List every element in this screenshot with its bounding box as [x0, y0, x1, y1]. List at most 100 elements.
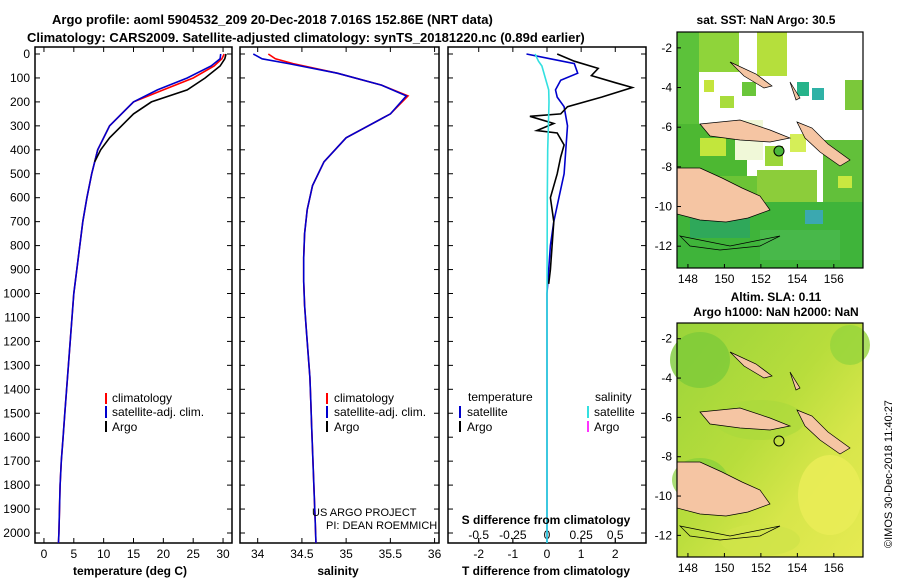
lon-tick-label: 150	[714, 561, 734, 575]
credit-project: US ARGO PROJECT	[312, 507, 417, 519]
lon-tick-label: 156	[824, 272, 844, 286]
header-line1: Argo profile: aoml 5904532_209 20-Dec-20…	[52, 12, 493, 27]
x-tick-label: 2	[612, 547, 619, 561]
salinity-axes-box	[239, 46, 440, 544]
salinity-panel: 34 34.5 35 35.5 36 salinity climatology sate…	[239, 46, 442, 578]
depth-tick-label: 800	[10, 239, 30, 253]
depth-axis: 0 100 200 300 400 500 600 700 800 900 1000 1100 1200…	[3, 47, 30, 540]
difference-panel: -2 -1 0 1 2-0.5 -0.25 0 0.25 0.5 T difference fr…	[447, 46, 647, 578]
lon-tick-label: 150	[714, 272, 734, 286]
credit-pi: PI: DEAN ROEMMICH	[326, 520, 437, 532]
x-tick-label: 15	[127, 547, 141, 561]
lat-tick-label: -10	[655, 200, 673, 214]
depth-tick-label: 0	[23, 47, 30, 61]
lat-tick-label: -8	[661, 450, 672, 464]
series-satellite-s	[534, 53, 550, 543]
x-tick-label: 34	[251, 547, 265, 561]
lat-tick-label: -12	[655, 239, 673, 253]
lat-tick-label: -6	[661, 410, 672, 424]
lon-tick-label: 154	[787, 272, 807, 286]
depth-tick-label: 1500	[3, 406, 30, 420]
temperature-legend: climatology satellite-adj. clim. Argo	[105, 391, 204, 434]
difference-s-label: S difference from climatology	[462, 513, 631, 527]
legend-argo-t: Argo	[467, 420, 493, 434]
x-tick-label: 34.5	[290, 547, 314, 561]
lat-tick-label: -10	[655, 489, 673, 503]
x-tick-label: 35	[339, 547, 353, 561]
depth-tick-label: 2000	[3, 526, 30, 540]
sla-map-title2: Argo h1000: NaN h2000: NaN	[693, 305, 858, 319]
depth-tick-label: 300	[10, 119, 30, 133]
x-tick-label: 20	[157, 547, 171, 561]
depth-tick-label: 1200	[3, 334, 30, 348]
x-tick-label: 0	[544, 547, 551, 561]
s-tick-label: -0.5	[468, 528, 489, 542]
lat-tick-label: -2	[661, 332, 672, 346]
legend-sat-t: satellite	[467, 405, 508, 419]
lat-tick-label: -6	[661, 120, 672, 134]
depth-tick-label: 500	[10, 167, 30, 181]
lon-tick-label: 154	[787, 561, 807, 575]
x-tick-label: 10	[97, 547, 111, 561]
depth-tick-label: 1400	[3, 382, 30, 396]
legend-argo-s: Argo	[594, 420, 620, 434]
lon-tick-label: 148	[678, 272, 698, 286]
salinity-ticks: 34 34.5 35 35.5 36	[240, 47, 442, 561]
sst-land	[676, 61, 851, 251]
difference-legend: temperature satellite Argo salinity sate…	[459, 390, 635, 434]
series-argo-t	[529, 53, 636, 284]
s-tick-label: 0.25	[569, 528, 593, 542]
temperature-panel: 0 5 10 15 20 25 30 temperature (deg C) climato…	[34, 46, 233, 578]
sla-map-frame	[676, 322, 864, 558]
legend-climatology: climatology	[112, 391, 172, 405]
legend-climatology: climatology	[334, 391, 394, 405]
depth-tick-label: 700	[10, 215, 30, 229]
lon-tick-label: 152	[751, 272, 771, 286]
depth-tick-label: 100	[10, 71, 30, 85]
legend-sat-s: satellite	[594, 405, 635, 419]
x-tick-label: 35.5	[379, 547, 403, 561]
difference-xlabel: T difference from climatology	[462, 564, 630, 578]
sla-land	[676, 351, 851, 541]
argo-position-marker	[773, 435, 785, 447]
depth-tick-label: 1600	[3, 430, 30, 444]
legend-salinity-title: salinity	[595, 390, 632, 404]
x-tick-label: 5	[70, 547, 77, 561]
temperature-ticks: 0 5 10 15 20 25 30	[35, 47, 232, 561]
series-satellite-adj-clim-	[252, 53, 408, 543]
x-tick-label: 36	[428, 547, 442, 561]
legend-argo: Argo	[334, 420, 360, 434]
lon-tick-label: 156	[824, 561, 844, 575]
lat-tick-label: -2	[661, 41, 672, 55]
lat-tick-label: -4	[661, 81, 672, 95]
sst-map-frame	[676, 31, 864, 269]
imos-stamp: ©IMOS 30-Dec-2018 11:40:27	[883, 400, 895, 548]
lat-tick-label: -12	[655, 528, 673, 542]
salinity-lines	[252, 53, 410, 543]
header-line2: Climatology: CARS2009. Satellite-adjuste…	[27, 30, 585, 45]
temperature-xlabel: temperature (deg C)	[73, 564, 187, 578]
legend-satellite: satellite-adj. clim.	[112, 405, 204, 419]
x-tick-label: 30	[216, 547, 230, 561]
depth-tick-label: 400	[10, 143, 30, 157]
x-tick-label: -2	[473, 547, 484, 561]
x-tick-label: -1	[508, 547, 519, 561]
depth-tick-label: 1000	[3, 287, 30, 301]
depth-tick-label: 1800	[3, 478, 30, 492]
lon-tick-label: 148	[678, 561, 698, 575]
sla-map-ticks: 148 150 152 154 156 -2 -4 -6 -8 -10 -12	[655, 332, 844, 575]
series-satellite-adj-clim-	[57, 53, 222, 543]
salinity-legend: climatology satellite-adj. clim. Argo	[326, 391, 426, 434]
lon-tick-label: 152	[751, 561, 771, 575]
depth-tick-label: 600	[10, 191, 30, 205]
depth-tick-label: 1300	[3, 358, 30, 372]
legend-satellite: satellite-adj. clim.	[334, 405, 426, 419]
temperature-lines	[57, 53, 227, 543]
depth-tick-label: 200	[10, 95, 30, 109]
lat-tick-label: -4	[661, 371, 672, 385]
sla-map: Altim. SLA: 0.11 Argo h1000: NaN h2000: …	[655, 290, 870, 575]
s-tick-label: 0.5	[607, 528, 624, 542]
sst-map-ticks: 148 150 152 154 156 -2 -4 -6 -8 -10 -12	[655, 41, 844, 286]
depth-tick-label: 1100	[4, 310, 30, 324]
